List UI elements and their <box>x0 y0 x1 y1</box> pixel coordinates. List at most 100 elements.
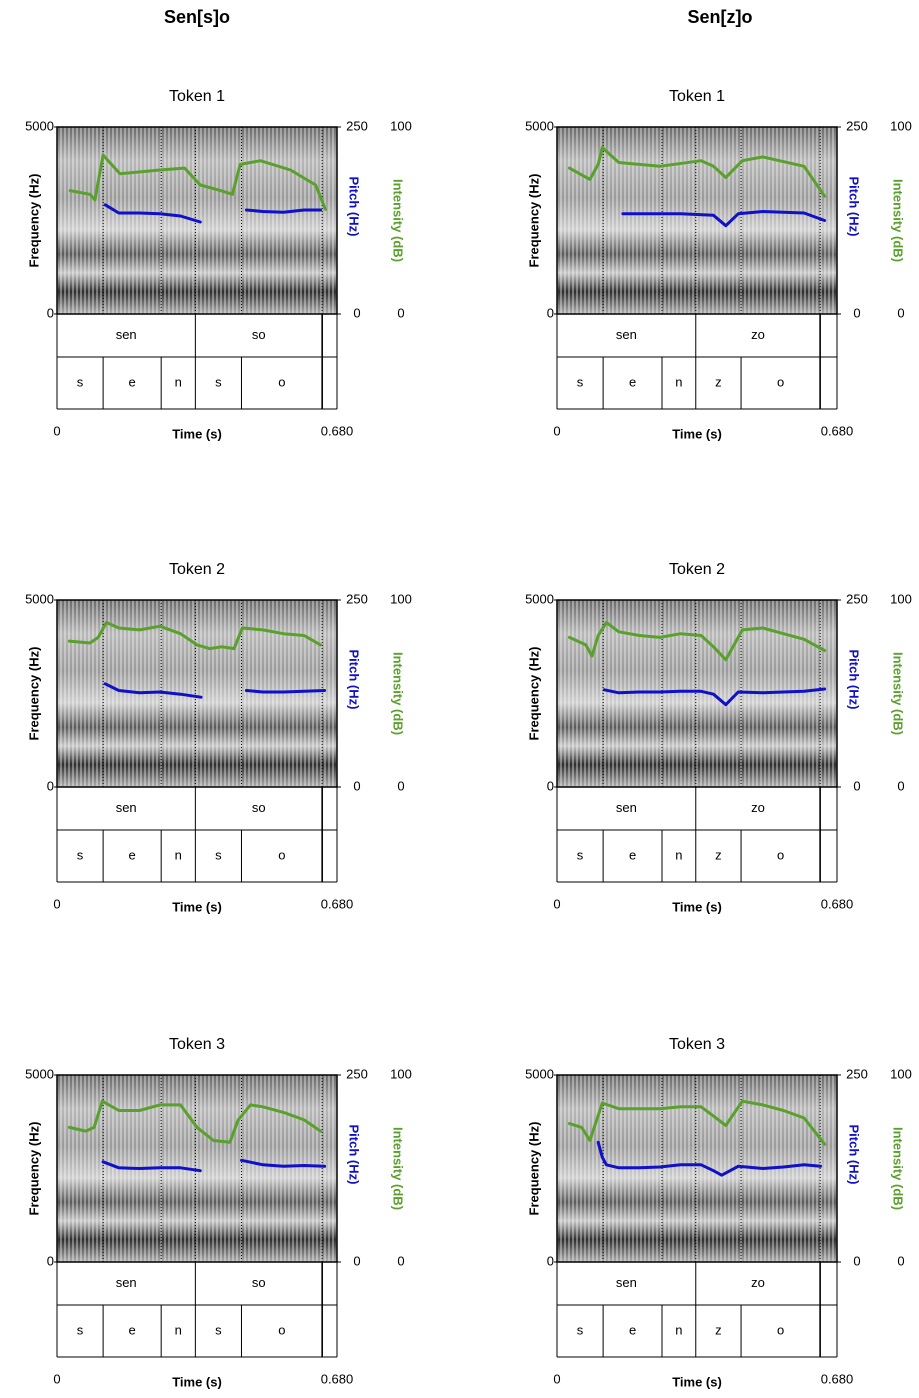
x-tick-label: 0.680 <box>821 1371 854 1386</box>
y-tick-label: 0 <box>547 305 554 320</box>
tier-label: s <box>577 1322 584 1337</box>
spectrogram-texture <box>57 600 337 787</box>
y2-tick-label: 250 <box>346 118 368 133</box>
tier-label: s <box>577 847 584 862</box>
tier-label: s <box>215 374 222 389</box>
tier-label: z <box>715 1322 722 1337</box>
x-tick-label: 0 <box>553 423 560 438</box>
spectrogram-frame <box>556 599 838 788</box>
tier-label: sen <box>116 327 137 342</box>
tier-label: n <box>175 847 182 862</box>
y3-tick-label: 100 <box>390 118 412 133</box>
y2-tick-label: 0 <box>353 1253 360 1268</box>
spectrogram-frame <box>56 1074 338 1263</box>
x-axis-label: Time (s) <box>672 1374 722 1389</box>
y3-axis-label: Intensity (dB) <box>891 179 906 262</box>
y-tick-label: 0 <box>47 1253 54 1268</box>
y2-tick-label: 0 <box>853 305 860 320</box>
tier-label: z <box>715 374 722 389</box>
panel-title: Token 3 <box>669 1036 725 1053</box>
tier-label: sen <box>616 800 637 815</box>
tier-label: o <box>278 847 285 862</box>
y2-axis-label: Pitch (Hz) <box>347 177 362 237</box>
y-tick-label: 5000 <box>525 1066 554 1081</box>
y-tick-label: 0 <box>47 305 54 320</box>
x-axis-label: Time (s) <box>672 899 722 914</box>
series-line <box>103 682 203 699</box>
x-axis-label: Time (s) <box>172 899 222 914</box>
y2-tick-label: 0 <box>853 1253 860 1268</box>
tier-label: s <box>77 847 84 862</box>
y3-tick-label: 100 <box>390 591 412 606</box>
tier-label: e <box>629 1322 636 1337</box>
spectrogram-texture <box>557 127 837 314</box>
y3-tick-label: 100 <box>390 1066 412 1081</box>
tier-label: e <box>629 847 636 862</box>
tier-label: zo <box>751 327 765 342</box>
y3-axis-label: Intensity (dB) <box>391 1127 406 1210</box>
y3-tick-label: 0 <box>897 305 904 320</box>
tier-label: s <box>77 374 84 389</box>
y2-axis-label: Pitch (Hz) <box>847 650 862 710</box>
series-line <box>602 687 827 707</box>
y-tick-label: 5000 <box>525 591 554 606</box>
tier-label: so <box>252 327 266 342</box>
x-tick-label: 0 <box>53 1371 60 1386</box>
x-tick-label: 0.680 <box>321 896 354 911</box>
tier-label: s <box>215 1322 222 1337</box>
y3-axis-label: Intensity (dB) <box>391 179 406 262</box>
tier-label: o <box>278 374 285 389</box>
tier-label: s <box>77 1322 84 1337</box>
y2-axis-label: Pitch (Hz) <box>847 1125 862 1185</box>
tier-label: z <box>715 847 722 862</box>
y3-tick-label: 100 <box>890 1066 912 1081</box>
y3-axis-label: Intensity (dB) <box>891 652 906 735</box>
y2-tick-label: 250 <box>846 1066 868 1081</box>
y3-tick-label: 0 <box>397 778 404 793</box>
spectrogram-frame <box>56 126 338 315</box>
series-line <box>244 208 322 214</box>
x-tick-label: 0 <box>553 1371 560 1386</box>
x-tick-label: 0 <box>53 423 60 438</box>
y3-axis-label: Intensity (dB) <box>391 652 406 735</box>
tier-label: sen <box>616 327 637 342</box>
x-axis-label: Time (s) <box>172 426 222 441</box>
series-line <box>567 146 827 198</box>
tier-label: n <box>175 1322 182 1337</box>
y3-tick-label: 100 <box>890 591 912 606</box>
y-tick-label: 5000 <box>25 118 54 133</box>
tier-label: n <box>175 374 182 389</box>
y3-tick-label: 0 <box>397 1253 404 1268</box>
series-line <box>67 1099 322 1144</box>
tier-label: so <box>252 800 266 815</box>
y2-tick-label: 250 <box>346 1066 368 1081</box>
x-tick-label: 0.680 <box>821 423 854 438</box>
tier-label: e <box>129 374 136 389</box>
y-tick-label: 5000 <box>525 118 554 133</box>
tier-label: n <box>675 374 682 389</box>
y2-axis-label: Pitch (Hz) <box>847 177 862 237</box>
panel-title: Token 1 <box>169 88 225 105</box>
series-line <box>240 1158 327 1168</box>
y3-tick-label: 0 <box>897 778 904 793</box>
y3-tick-label: 100 <box>890 118 912 133</box>
series-line <box>567 620 827 662</box>
tier-label: e <box>129 847 136 862</box>
x-tick-label: 0.680 <box>821 896 854 911</box>
column-title: Sen[s]o <box>164 7 230 27</box>
panel-title: Token 3 <box>169 1036 225 1053</box>
series-line <box>67 620 322 651</box>
series-line <box>596 1140 822 1177</box>
x-tick-label: 0 <box>53 896 60 911</box>
spectrogram-frame <box>56 599 338 788</box>
tier-label: o <box>278 1322 285 1337</box>
tier-label: o <box>777 374 784 389</box>
panel-title: Token 1 <box>669 88 725 105</box>
y-tick-label: 5000 <box>25 591 54 606</box>
tier-label: s <box>577 374 584 389</box>
y2-tick-label: 0 <box>853 778 860 793</box>
tier-label: e <box>129 1322 136 1337</box>
series-line <box>244 689 327 694</box>
y-axis-label: Frequency (Hz) <box>526 1122 541 1216</box>
